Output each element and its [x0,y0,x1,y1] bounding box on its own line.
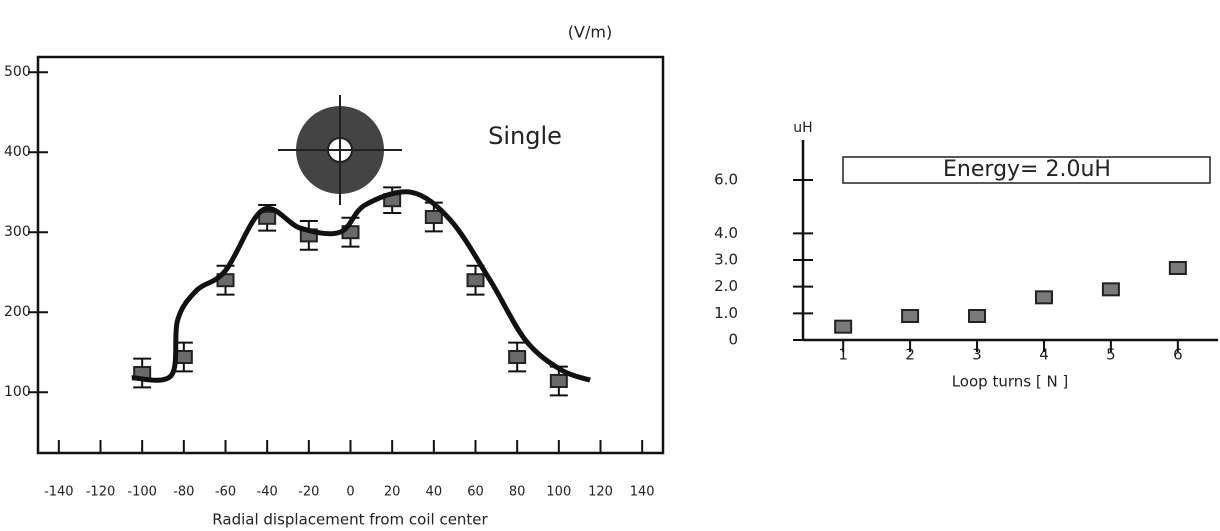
marker [549,374,568,388]
x-tick-label: 3 [972,346,982,364]
y-tick-label: 500 [4,64,31,80]
y-tick-label: 3.0 [714,251,738,269]
x-tick-label: -60 [215,485,236,500]
x-tick-label: 5 [1106,346,1116,364]
annotation: Single [488,122,562,150]
marker [901,309,920,323]
coil-icon [278,95,402,205]
x-tick-label: -140 [44,485,74,500]
x-tick-label: 6 [1173,346,1183,364]
x-tick-label: 0 [346,485,354,500]
x-tick-label: 80 [509,485,526,500]
x-tick-label: 20 [384,485,401,500]
marker [258,210,277,225]
x-tick-label: 2 [905,346,915,364]
y-tick-label: 200 [4,304,31,320]
y-tick-label: 300 [4,224,31,240]
marker [424,210,443,224]
marker [1101,282,1120,297]
y-tick-label: 0 [728,331,738,349]
x-tick-label: -100 [127,485,157,500]
x-axis-label: Loop turns [ N ] [952,373,1069,391]
y-tick-label: 400 [4,144,31,160]
x-tick-label: 60 [467,485,484,500]
marker [1034,290,1053,305]
x-tick-label: 4 [1039,346,1049,364]
marker [968,309,987,323]
annotation-box [842,156,1211,184]
x-tick-label: 40 [426,485,443,500]
marker [508,350,527,364]
marker [466,273,485,288]
x-tick-label: -120 [86,485,116,500]
x-tick-label: -40 [257,485,278,500]
x-tick-label: 100 [546,485,571,500]
annotation: Energy= 2.0uH [943,157,1111,182]
x-tick-label: -80 [173,485,194,500]
y-tick-label: 6.0 [714,171,738,189]
y-tick-label: 100 [4,384,31,400]
y-tick-label: 4.0 [714,224,738,242]
unit-label: (V/m) [568,23,612,42]
x-tick-label: 120 [588,485,613,500]
marker [834,319,853,334]
x-axis-label: Radial displacement from coil center [212,511,488,529]
y-axis-label: uH [793,120,812,136]
marker [174,350,193,364]
y-tick-label: 2.0 [714,277,738,295]
y-tick-label: 1.0 [714,304,738,322]
marker [1168,261,1187,275]
x-tick-label: 140 [630,485,655,500]
x-tick-label: -20 [298,485,319,500]
x-tick-label: 1 [838,346,848,364]
fit-line [131,189,591,383]
